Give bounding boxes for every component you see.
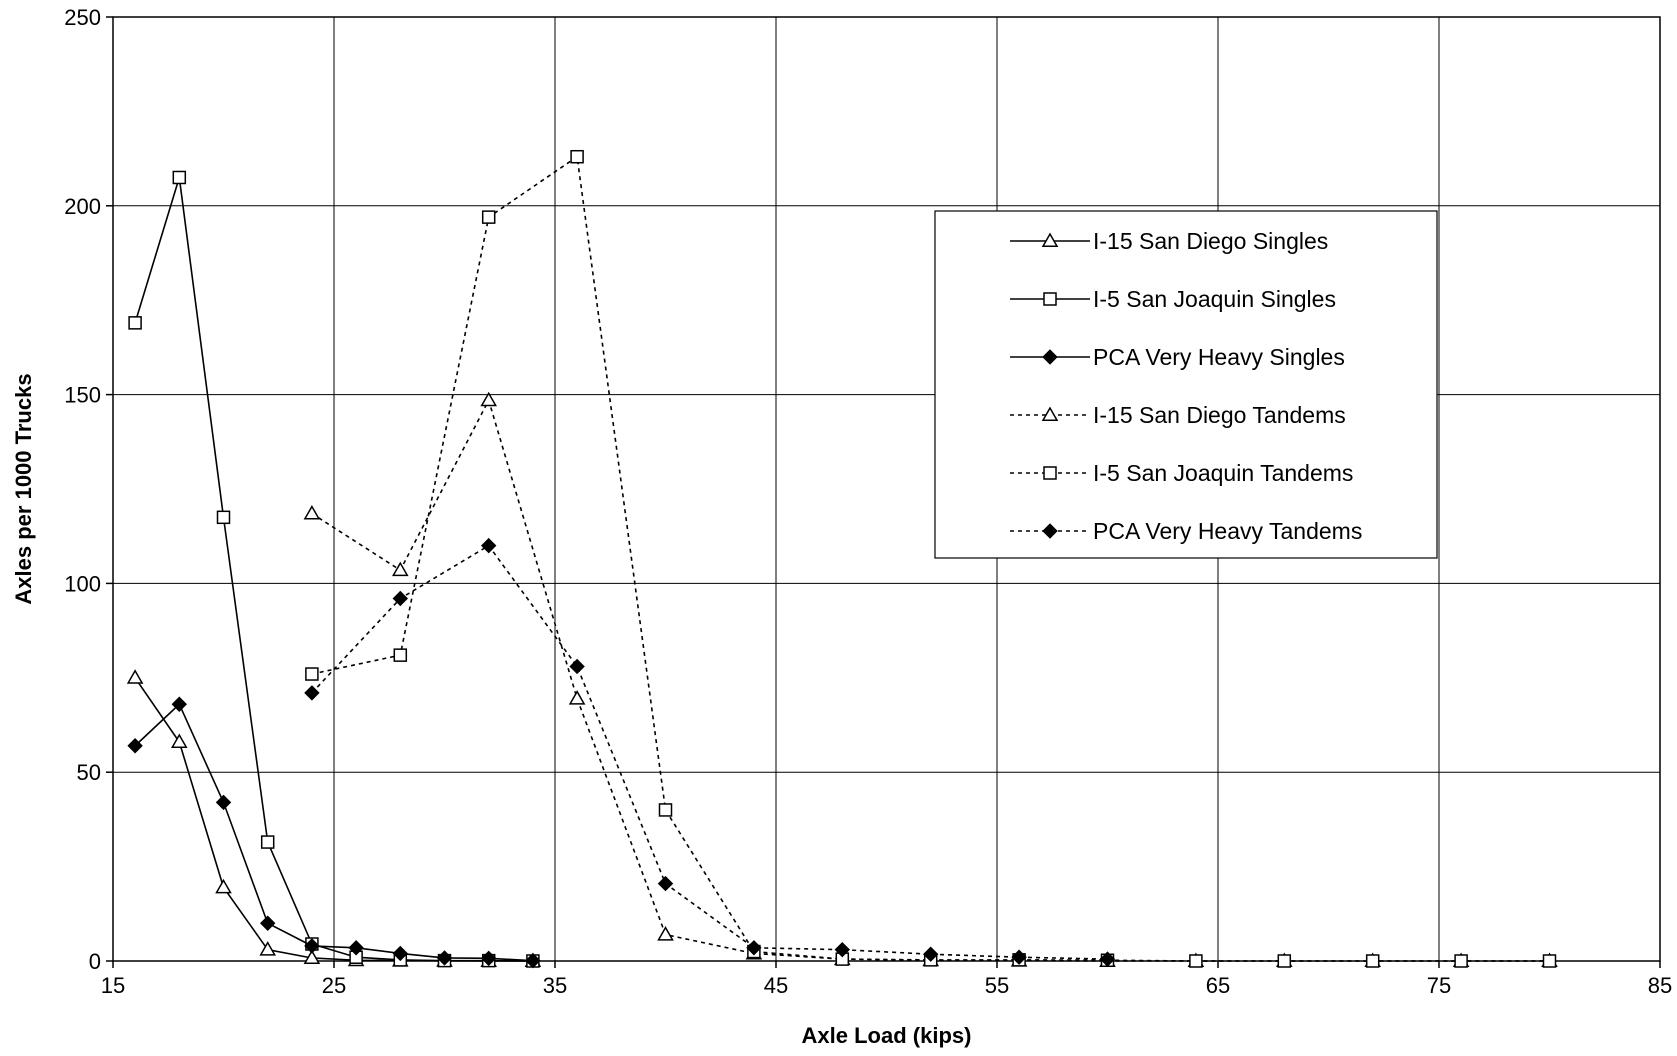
data-point <box>304 938 320 954</box>
data-point <box>746 940 762 956</box>
plot-area <box>112 16 1661 962</box>
data-point <box>568 690 586 705</box>
x-tick-label: 45 <box>764 973 788 998</box>
legend-box <box>934 210 1438 559</box>
series-line <box>134 702 533 962</box>
data-point <box>657 926 674 941</box>
legend-label: I-5 San Joaquin Tandems <box>1093 460 1353 486</box>
legend-marker <box>1042 523 1058 539</box>
data-point <box>259 915 276 931</box>
data-point <box>171 733 188 748</box>
legend-item: PCA Very Heavy Tandems <box>1010 518 1362 544</box>
data-point <box>657 875 674 892</box>
y-tick-label: 200 <box>64 194 101 219</box>
x-tick-label: 15 <box>101 973 125 998</box>
data-point <box>1542 954 1557 968</box>
data-point <box>480 391 497 407</box>
data-point <box>393 648 408 662</box>
legend-marker <box>1043 292 1057 306</box>
series-6 <box>304 537 1116 967</box>
x-axis-label: Axle Load (kips) <box>802 1023 972 1048</box>
data-point <box>392 590 409 607</box>
data-point <box>128 316 142 330</box>
x-tick-label: 55 <box>985 973 1009 998</box>
data-point <box>127 738 143 754</box>
data-point <box>436 950 453 966</box>
series-3 <box>127 696 541 969</box>
y-tick-label: 150 <box>64 383 101 408</box>
data-point <box>215 794 232 811</box>
data-point <box>260 835 275 849</box>
data-point <box>303 505 321 520</box>
y-tick-label: 50 <box>77 760 101 785</box>
data-point <box>215 878 232 894</box>
data-point <box>1189 954 1203 968</box>
data-point <box>1011 949 1027 965</box>
series-line <box>134 177 533 962</box>
x-tick-label: 75 <box>1427 973 1451 998</box>
series-layer <box>126 149 1558 969</box>
data-point <box>922 946 939 962</box>
y-tick-label: 0 <box>89 949 101 974</box>
legend-item: PCA Very Heavy Singles <box>1010 344 1345 370</box>
data-point <box>1454 954 1468 968</box>
y-axis-ticks: 0 50 100 150 200 250 <box>64 5 113 974</box>
data-point <box>481 210 496 224</box>
series-5 <box>305 149 1557 968</box>
data-point <box>569 658 585 675</box>
data-point <box>480 950 497 967</box>
data-point <box>305 667 319 681</box>
legend-label: PCA Very Heavy Tandems <box>1093 518 1362 544</box>
data-point <box>303 949 321 964</box>
legend-marker <box>1042 349 1058 365</box>
x-tick-label: 35 <box>543 973 567 998</box>
data-point <box>172 170 187 185</box>
legend-item: I-15 San Diego Tandems <box>1010 402 1346 428</box>
data-point <box>392 945 409 962</box>
x-axis-ticks: 15 25 35 45 55 65 75 85 <box>101 961 1672 998</box>
legend: I-15 San Diego Singles I-5 San Joaquin Si… <box>934 210 1438 559</box>
legend-marker <box>1041 232 1059 247</box>
legend-item: I-15 San Diego Singles <box>1010 228 1328 254</box>
data-point <box>570 149 584 164</box>
data-point <box>658 803 673 817</box>
gridlines <box>113 17 1660 961</box>
legend-label: I-5 San Joaquin Singles <box>1093 286 1336 312</box>
x-tick-label: 85 <box>1648 973 1672 998</box>
data-point <box>171 696 188 712</box>
x-tick-label: 25 <box>322 973 346 998</box>
y-tick-label: 250 <box>64 5 101 30</box>
legend-label: PCA Very Heavy Singles <box>1093 344 1345 370</box>
data-point <box>525 952 541 969</box>
y-axis-label: Axles per 1000 Trucks <box>11 373 36 604</box>
data-point <box>392 561 409 577</box>
data-point <box>1365 954 1380 968</box>
data-point <box>259 941 276 956</box>
data-point <box>834 941 851 958</box>
series-line <box>311 398 1550 962</box>
y-tick-label: 100 <box>64 571 101 596</box>
legend-marker <box>1041 406 1059 421</box>
data-point <box>1277 954 1292 968</box>
data-point <box>480 537 497 554</box>
legend-marker <box>1043 466 1057 480</box>
legend-item: I-5 San Joaquin Singles <box>1010 286 1336 312</box>
data-point <box>216 510 231 525</box>
series-line <box>311 544 1108 960</box>
legend-label: I-15 San Diego Tandems <box>1093 402 1346 428</box>
data-point <box>126 669 144 684</box>
legend-label: I-15 San Diego Singles <box>1093 228 1328 254</box>
data-point <box>304 685 320 701</box>
x-tick-label: 65 <box>1206 973 1230 998</box>
legend-item: I-5 San Joaquin Tandems <box>1010 460 1353 486</box>
data-point <box>348 940 364 956</box>
data-point <box>1099 951 1116 967</box>
